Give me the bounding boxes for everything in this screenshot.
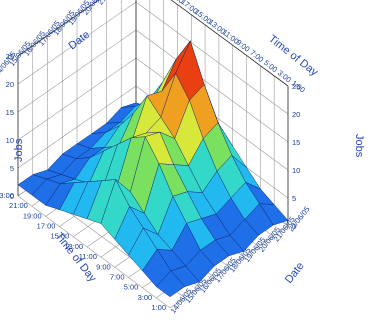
gridline-z-right-5 <box>170 0 289 87</box>
left-jobs-axis-title: Jobs <box>13 138 25 162</box>
gridline-z-right-3 <box>135 29 289 143</box>
front-time-tick-4: 9:00 <box>96 262 111 271</box>
axis-frame <box>17 0 289 226</box>
right-z-tick-5: 25 <box>292 82 300 91</box>
surface-mesh <box>17 40 289 298</box>
back-date-tick-7: 21/06/05 <box>96 0 121 6</box>
front-time-tick-9: 19:00 <box>23 211 42 220</box>
left-z-tick-0: 0 <box>10 192 14 201</box>
right-z-tick-4: 20 <box>292 110 300 119</box>
back-date-axis-title: Date <box>66 29 92 53</box>
front-time-tick-11: 23:00 <box>0 191 14 200</box>
front-time-tick-1: 3:00 <box>138 293 153 302</box>
frame-edge-3 <box>17 0 100 57</box>
surface-cell-0-0 <box>155 270 186 298</box>
left-z-tick-5: 25 <box>6 52 14 61</box>
frame-edge-4 <box>170 0 289 87</box>
left-z-tick-4: 20 <box>6 80 14 89</box>
right-jobs-axis-title: Jobs <box>353 134 365 158</box>
back-time-tick-10: 3:00 <box>276 68 293 84</box>
gridline-date-floor-0 <box>17 195 171 309</box>
left-z-tick-3: 15 <box>6 108 14 117</box>
back-time-tick-7: 9:00 <box>234 38 251 54</box>
gridline-z-right-4 <box>135 1 289 115</box>
left-z-tick-1: 5 <box>10 164 14 173</box>
front-time-tick-5: 11:00 <box>79 252 97 261</box>
front-time-tick-6: 13:00 <box>64 242 83 251</box>
front-time-tick-0: 1:00 <box>151 303 166 312</box>
front-time-tick-7: 15:00 <box>50 232 69 241</box>
front-time-tick-3: 7:00 <box>110 272 125 281</box>
back-time-tick-8: 7:00 <box>248 48 265 64</box>
right-z-tick-1: 5 <box>292 194 296 203</box>
back-time-tick-9: 5:00 <box>262 58 279 74</box>
front-time-tick-2: 5:00 <box>124 283 139 292</box>
right-z-tick-2: 10 <box>292 166 300 175</box>
right-z-tick-0: 0 <box>292 222 296 231</box>
left-z-tick-2: 10 <box>6 136 14 145</box>
front-time-tick-10: 21:00 <box>9 201 28 210</box>
front-date-axis-title: Date <box>283 260 307 286</box>
right-z-tick-3: 15 <box>292 138 300 147</box>
front-time-tick-8: 17:00 <box>37 222 56 231</box>
